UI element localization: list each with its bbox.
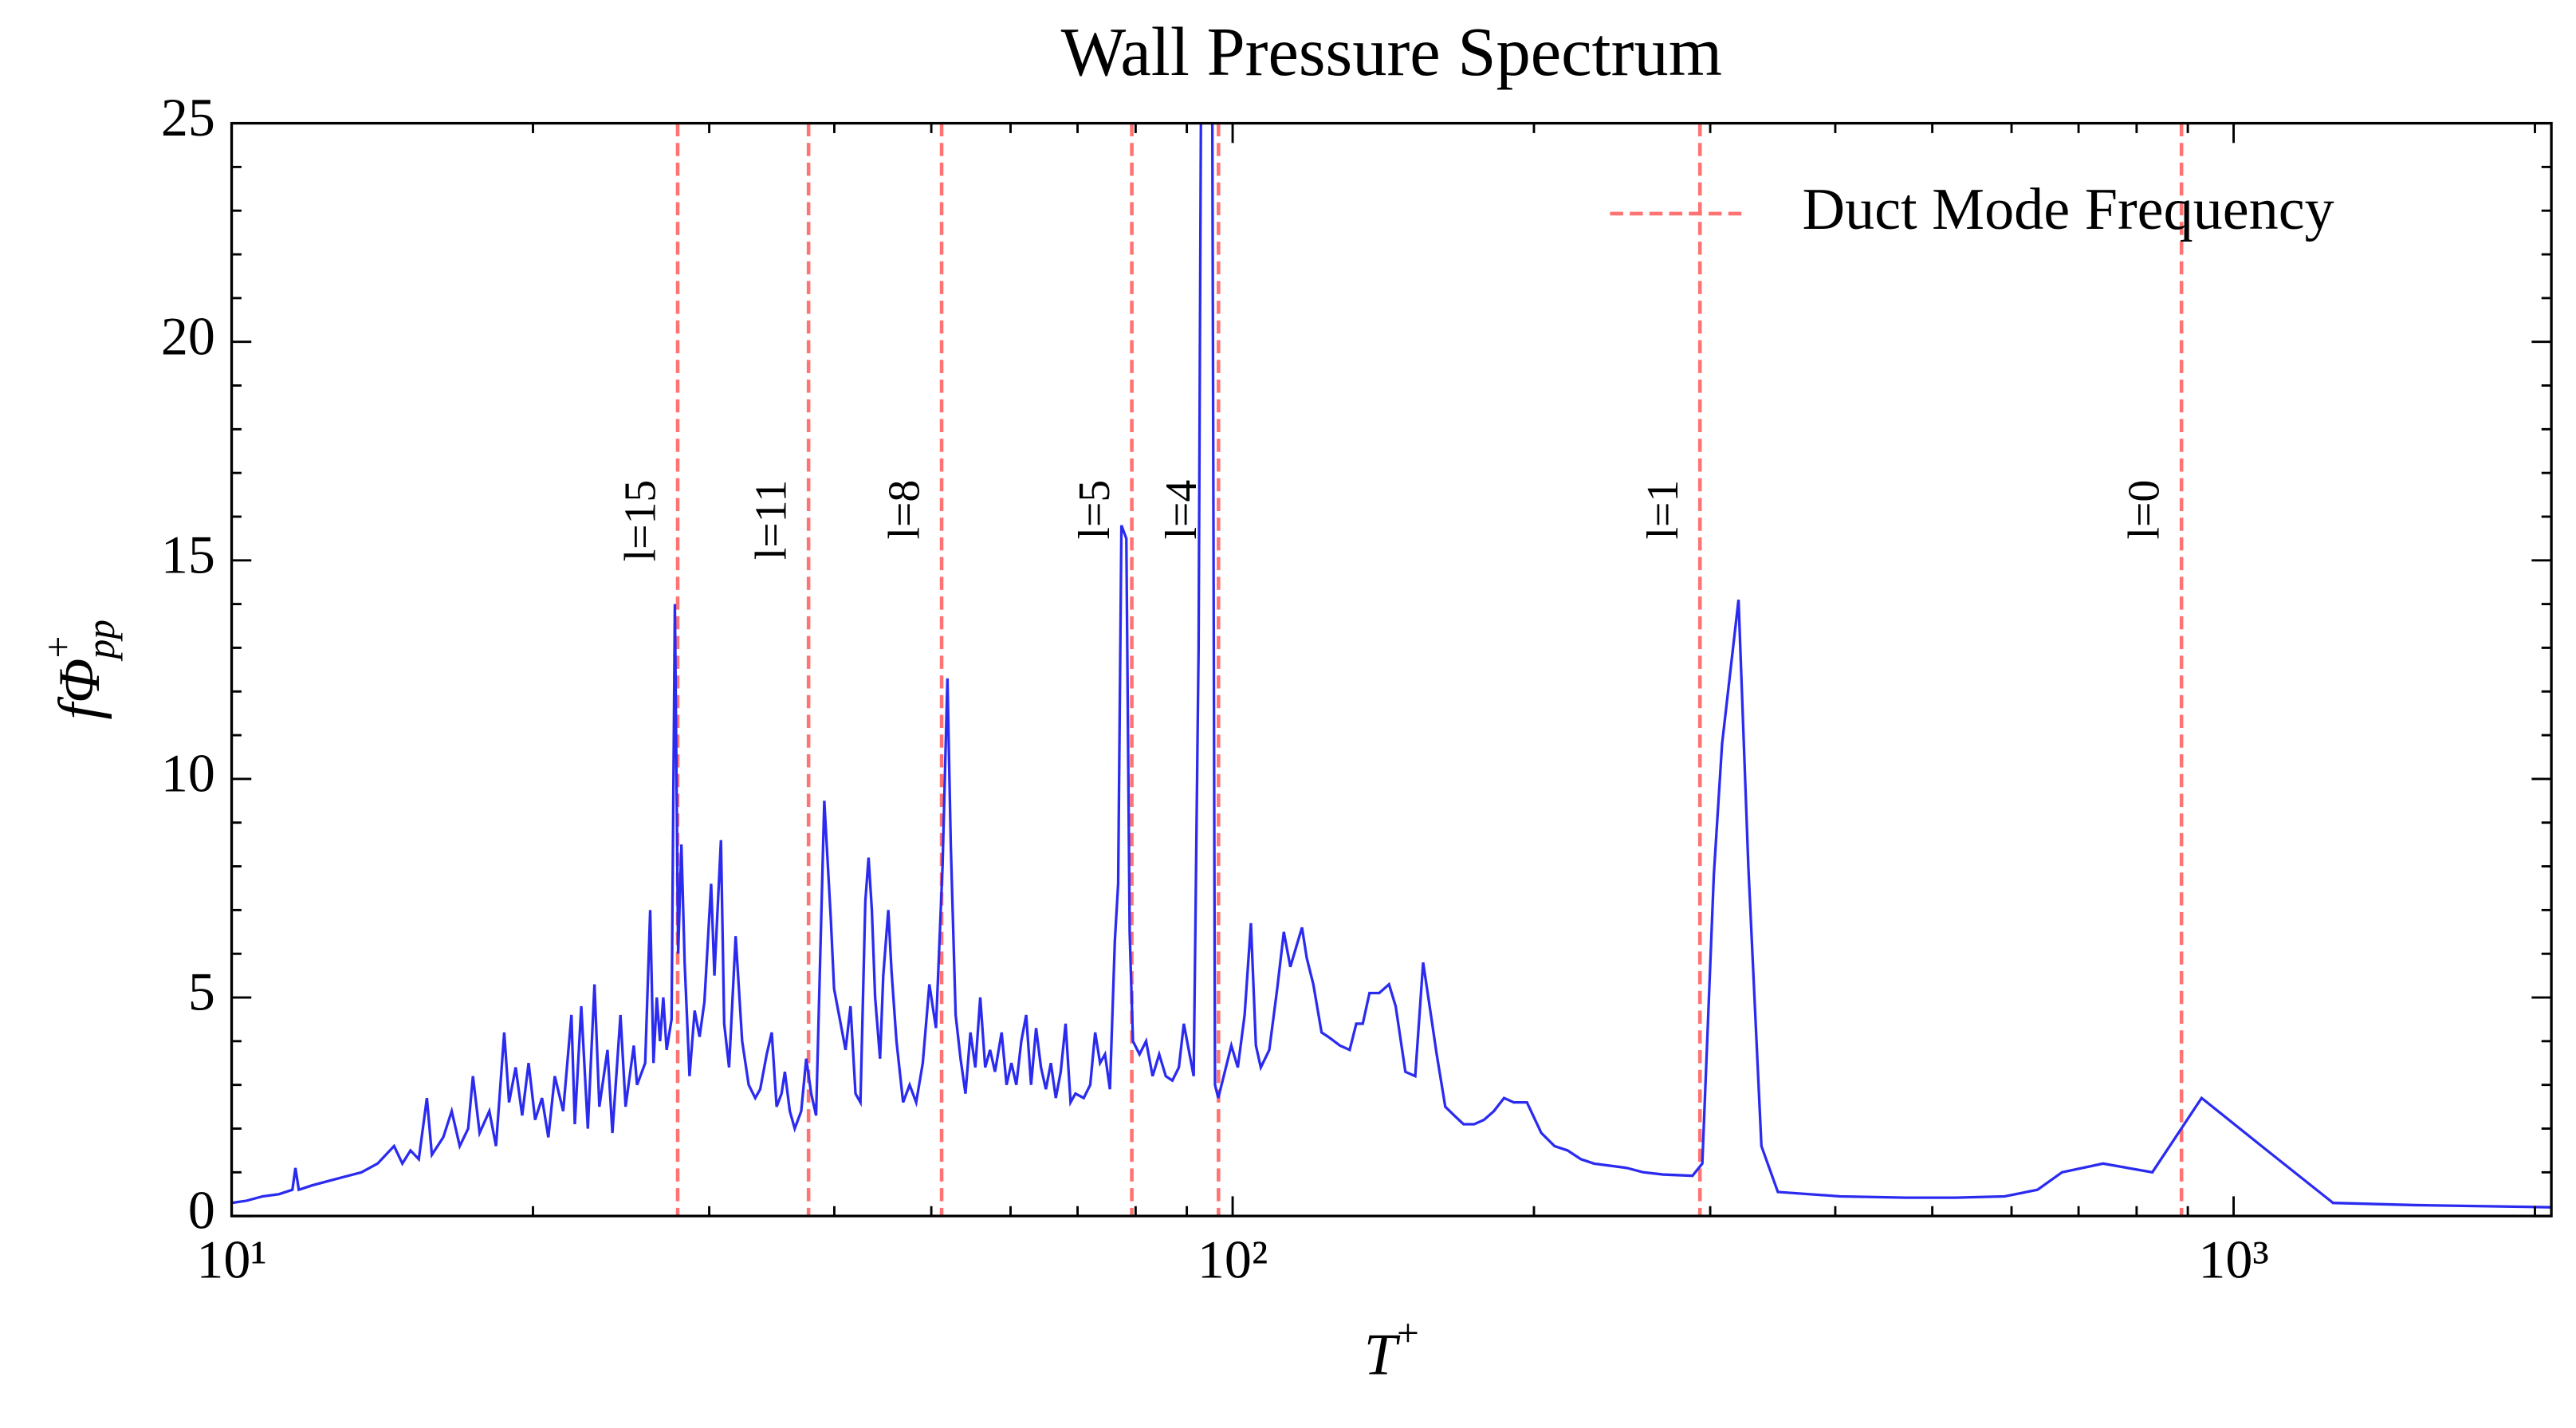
y-axis-label: fΦ+pp	[37, 620, 124, 720]
x-label-sup: +	[1397, 1312, 1419, 1355]
y-tick-label: 5	[188, 962, 215, 1022]
duct-mode-label: l=5	[1070, 480, 1119, 540]
y-label-sup: +	[37, 636, 81, 659]
x-tick-label: 10¹	[196, 1229, 266, 1290]
x-tick-label: 10²	[1198, 1229, 1268, 1290]
y-tick-label: 20	[161, 305, 215, 366]
x-axis-label: T+	[1364, 1312, 1419, 1388]
y-tick-label: 10	[161, 743, 215, 804]
x-label-base: T	[1364, 1323, 1401, 1388]
x-tick-label: 10³	[2198, 1229, 2268, 1290]
y-tick-label: 0	[188, 1180, 215, 1241]
duct-mode-label: l=0	[2120, 480, 2169, 540]
y-label-base: fΦ	[47, 659, 112, 720]
duct-mode-label: l=15	[616, 480, 666, 561]
legend-label: Duct Mode Frequency	[1802, 177, 2334, 242]
duct-mode-label: l=11	[747, 480, 796, 560]
y-tick-label: 15	[161, 524, 215, 584]
y-label-sub: pp	[79, 620, 123, 661]
duct-mode-label: l=1	[1638, 480, 1688, 540]
plot-frame	[230, 121, 2553, 1218]
spectrum-line	[231, 123, 2552, 1209]
duct-mode-label: l=8	[880, 480, 930, 540]
y-tick-label: 25	[161, 87, 215, 148]
chart-title: Wall Pressure Spectrum	[1061, 14, 1722, 90]
